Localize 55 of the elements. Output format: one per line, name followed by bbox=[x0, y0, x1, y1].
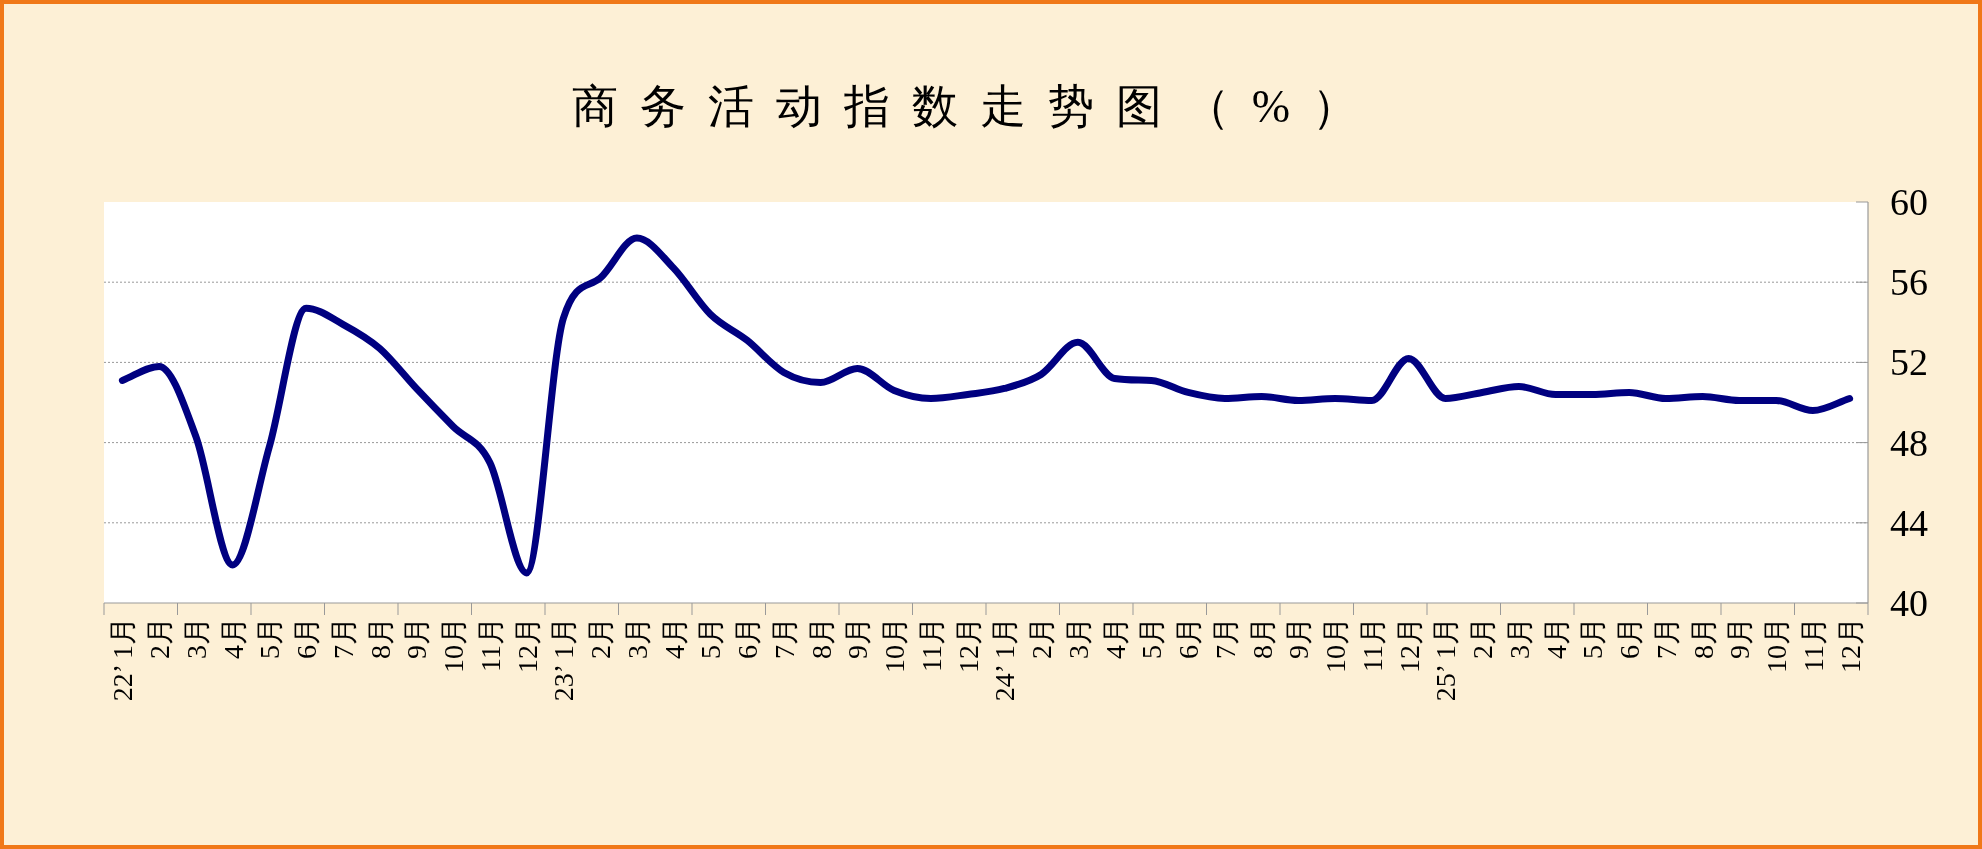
x-tick-label: 23’ 1月 bbox=[548, 617, 580, 702]
y-tick-label: 44 bbox=[1890, 501, 1928, 544]
x-tick-label: 11月 bbox=[474, 617, 506, 672]
x-tick-label: 5月 bbox=[1136, 617, 1168, 659]
x-tick-label: 24’ 1月 bbox=[989, 617, 1021, 702]
x-tick-label: 8月 bbox=[364, 617, 396, 659]
x-tick-label: 2月 bbox=[144, 617, 176, 659]
x-tick-label: 5月 bbox=[695, 617, 727, 659]
x-tick-label: 3月 bbox=[621, 617, 653, 659]
x-tick-label: 9月 bbox=[1724, 617, 1756, 659]
chart-title: 商务活动指数走势图（%） bbox=[571, 81, 1381, 132]
x-tick-label: 11月 bbox=[1356, 617, 1388, 672]
x-tick-label: 6月 bbox=[1173, 617, 1205, 659]
x-tick-label: 7月 bbox=[768, 617, 800, 659]
x-tick-label: 3月 bbox=[180, 617, 212, 659]
x-tick-label: 10月 bbox=[438, 617, 470, 673]
x-tick-label: 12月 bbox=[1393, 617, 1425, 673]
x-tick-label: 9月 bbox=[1283, 617, 1315, 659]
x-tick-label: 11月 bbox=[1797, 617, 1829, 672]
x-tick-label: 10月 bbox=[879, 617, 911, 673]
y-tick-label: 48 bbox=[1890, 421, 1928, 464]
x-tick-label: 7月 bbox=[1650, 617, 1682, 659]
x-tick-label: 5月 bbox=[254, 617, 286, 659]
x-tick-label: 12月 bbox=[511, 617, 543, 673]
x-tick-label: 4月 bbox=[658, 617, 690, 659]
x-tick-label: 2月 bbox=[1467, 617, 1499, 659]
x-tick-label: 3月 bbox=[1062, 617, 1094, 659]
x-tick-label: 10月 bbox=[1320, 617, 1352, 673]
x-tick-label: 4月 bbox=[1099, 617, 1131, 659]
x-tick-label: 12月 bbox=[1834, 617, 1866, 673]
y-tick-label: 40 bbox=[1890, 582, 1928, 624]
y-tick-label: 52 bbox=[1890, 341, 1928, 384]
x-tick-label: 25’ 1月 bbox=[1430, 617, 1462, 702]
x-tick-label: 6月 bbox=[732, 617, 764, 659]
x-tick-label: 2月 bbox=[585, 617, 617, 659]
x-tick-label: 8月 bbox=[1246, 617, 1278, 659]
x-tick-label: 11月 bbox=[915, 617, 947, 672]
x-tick-label: 10月 bbox=[1761, 617, 1793, 673]
x-tick-label: 2月 bbox=[1026, 617, 1058, 659]
x-tick-label: 9月 bbox=[842, 617, 874, 659]
y-tick-label: 60 bbox=[1890, 181, 1928, 223]
x-tick-label: 3月 bbox=[1503, 617, 1535, 659]
y-tick-label: 56 bbox=[1890, 261, 1928, 304]
x-tick-label: 4月 bbox=[1540, 617, 1572, 659]
x-tick-label: 6月 bbox=[1614, 617, 1646, 659]
x-tick-label: 8月 bbox=[1687, 617, 1719, 659]
x-tick-label: 6月 bbox=[291, 617, 323, 659]
x-tick-label: 12月 bbox=[952, 617, 984, 673]
x-tick-label: 9月 bbox=[401, 617, 433, 659]
x-tick-label: 22’ 1月 bbox=[107, 617, 139, 702]
x-tick-label: 8月 bbox=[805, 617, 837, 659]
x-tick-label: 5月 bbox=[1577, 617, 1609, 659]
x-tick-label: 7月 bbox=[1209, 617, 1241, 659]
x-tick-label: 7月 bbox=[327, 617, 359, 659]
x-tick-label: 4月 bbox=[217, 617, 249, 659]
